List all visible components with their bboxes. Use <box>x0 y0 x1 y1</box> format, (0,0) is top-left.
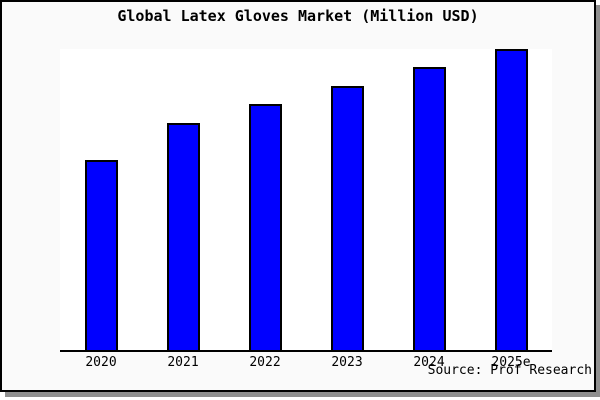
bar-slot-2022 <box>224 49 306 350</box>
x-tick-label-2024: 2024 <box>413 355 445 370</box>
bar-slot-2024 <box>388 49 470 350</box>
bar-2022 <box>248 104 282 350</box>
bar-slot-2025e <box>470 49 552 350</box>
x-tick-label-2025e: 2025e <box>491 355 531 370</box>
bar-2023 <box>330 86 364 350</box>
bar-2021 <box>166 123 200 350</box>
bar-slot-2023 <box>306 49 388 350</box>
bar-2025e <box>494 49 528 350</box>
x-tick-label-2020: 2020 <box>85 355 117 370</box>
bar-2024 <box>412 67 446 350</box>
chart-title: Global Latex Gloves Market (Million USD) <box>117 7 479 25</box>
plot-area <box>60 49 552 352</box>
chart-card: Global Latex Gloves Market (Million USD)… <box>0 0 596 392</box>
source-attribution: Source: Prof Research <box>427 363 592 378</box>
bar-slot-2020 <box>60 49 142 350</box>
x-tick-label-2021: 2021 <box>167 355 199 370</box>
x-axis-labels: 2020 2021 2022 2023 2024 2025e <box>60 355 552 370</box>
bar-2020 <box>84 160 118 350</box>
x-tick-label-2023: 2023 <box>331 355 363 370</box>
bar-slot-2021 <box>142 49 224 350</box>
x-tick-label-2022: 2022 <box>249 355 281 370</box>
